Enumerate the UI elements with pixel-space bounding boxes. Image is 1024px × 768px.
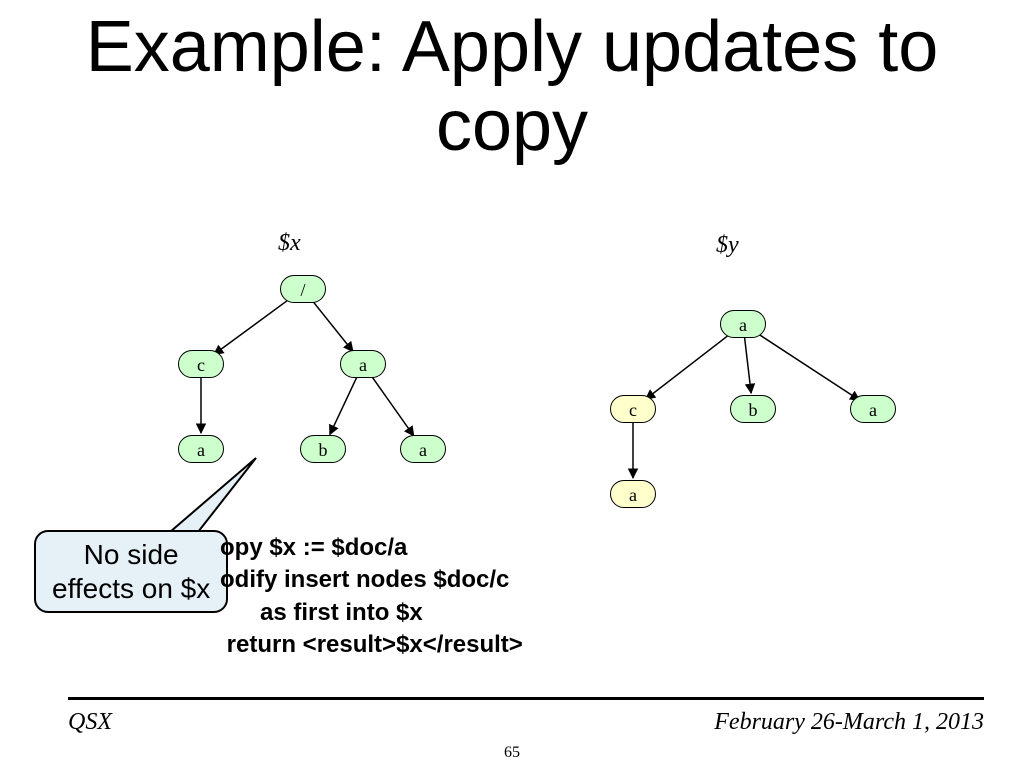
- callout-tail: [170, 458, 256, 532]
- tree-node-rb: b: [730, 395, 776, 423]
- callout-line2: effects on $x: [52, 572, 210, 606]
- tree-node-b: b: [300, 435, 346, 463]
- xquery-code: opy $x := $doc/a odify insert nodes $doc…: [220, 532, 523, 662]
- tree-node-a_leaf: a: [178, 435, 224, 463]
- page-number: 65: [0, 744, 1024, 762]
- tree-node-a1: a: [340, 350, 386, 378]
- tree-node-rc: c: [610, 395, 656, 423]
- tree-node-root: /: [280, 275, 326, 303]
- callout-box: No side effects on $x: [34, 530, 228, 613]
- tree-node-ra2: a: [850, 395, 896, 423]
- slide-title: Example: Apply updates to copy: [0, 8, 1024, 166]
- tree-node-c: c: [178, 350, 224, 378]
- tree-node-a2: a: [400, 435, 446, 463]
- callout-line1: No side: [52, 538, 210, 572]
- tree-node-ra3: a: [610, 480, 656, 508]
- footer-rule: [68, 697, 984, 700]
- var-x-label: $x: [278, 230, 301, 257]
- tree-node-ra: a: [720, 310, 766, 338]
- var-y-label: $y: [716, 232, 739, 259]
- footer-right: February 26-March 1, 2013: [714, 709, 984, 736]
- footer-left: QSX: [68, 709, 112, 736]
